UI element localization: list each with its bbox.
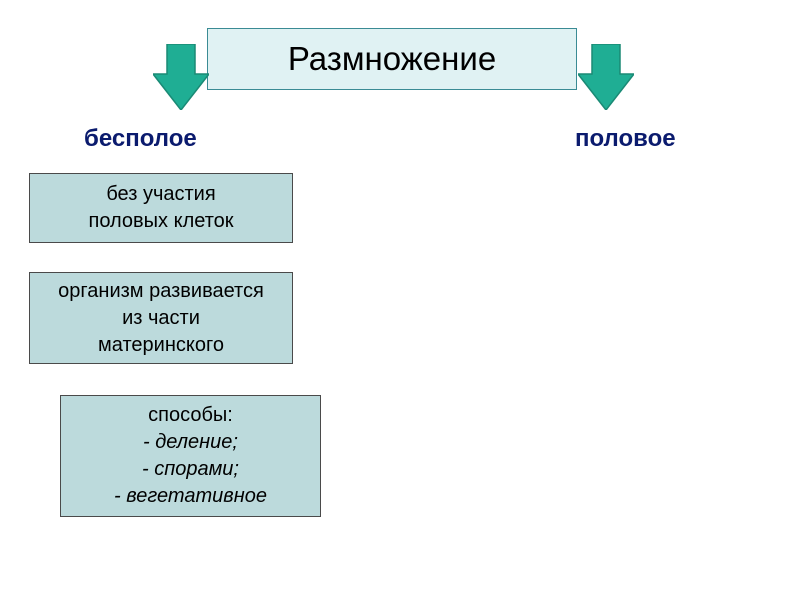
box1-line2: половых клеток: [89, 208, 234, 235]
info-box-1: без участия половых клеток: [29, 173, 293, 243]
box3-line1: способы:: [148, 402, 233, 429]
info-box-2: организм развивается из части материнско…: [29, 272, 293, 364]
info-box-3: способы: - деление; - спорами; - вегетат…: [60, 395, 321, 517]
box3-line4: - вегетативное: [114, 483, 267, 510]
box1-line1: без участия: [106, 181, 215, 208]
box3-line2: - деление;: [143, 429, 238, 456]
title-box: Размножение: [207, 28, 577, 90]
category-label-left: бесполое: [84, 125, 197, 153]
category-label-right: половое: [575, 125, 676, 153]
box2-line2: из части: [122, 305, 200, 332]
box2-line1: организм развивается: [58, 278, 264, 305]
box2-line3: материнского: [98, 332, 224, 359]
arrow-left-icon: [153, 44, 209, 115]
arrow-right-icon: [578, 44, 634, 115]
title-text: Размножение: [288, 40, 496, 78]
box3-line3: - спорами;: [142, 456, 239, 483]
